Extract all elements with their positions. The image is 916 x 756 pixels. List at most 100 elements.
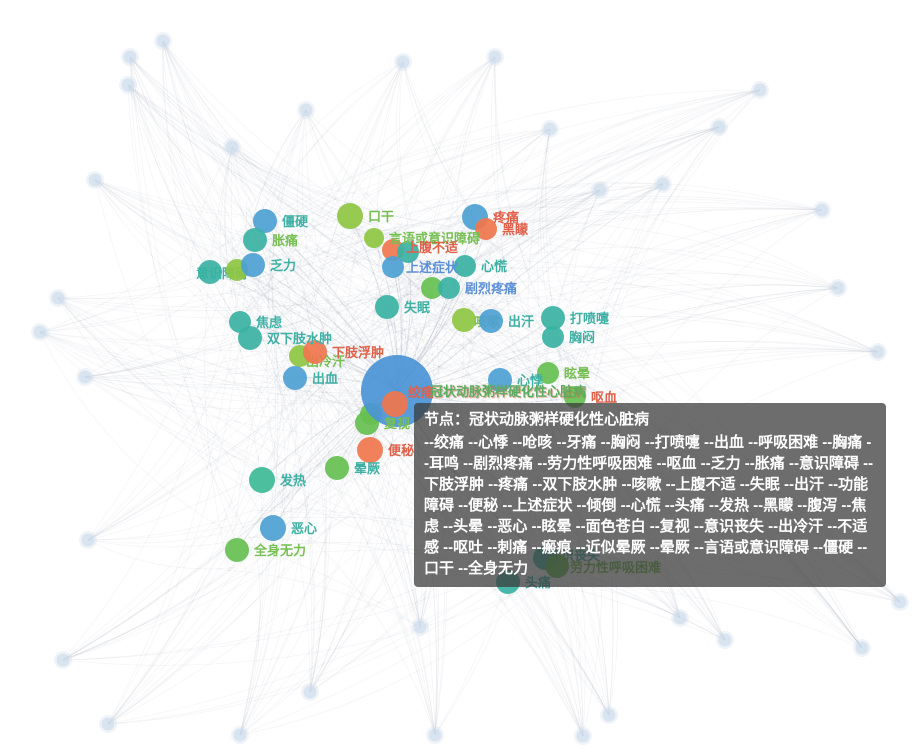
- graph-node[interactable]: [438, 277, 460, 299]
- graph-edge: [231, 146, 391, 271]
- faint-node[interactable]: [602, 708, 616, 722]
- graph-edge: [127, 84, 453, 228]
- graph-edge: [94, 179, 564, 340]
- faint-node[interactable]: [718, 633, 732, 647]
- graph-node[interactable]: [325, 456, 349, 480]
- graph-node[interactable]: [253, 209, 277, 233]
- faint-node[interactable]: [303, 685, 317, 699]
- faint-node[interactable]: [56, 653, 70, 667]
- node-label: 失眠: [404, 300, 430, 315]
- graph-node[interactable]: [475, 218, 497, 240]
- graph-edge: [107, 560, 534, 725]
- graph-node[interactable]: [452, 308, 476, 332]
- graph-node[interactable]: [375, 295, 399, 319]
- graph-node[interactable]: [283, 366, 307, 390]
- graph-edge: [127, 84, 301, 352]
- graph-node[interactable]: [496, 570, 520, 594]
- graph-edge: [414, 209, 823, 411]
- graph-edge: [39, 214, 258, 333]
- node-label: 剧烈疼痛: [465, 281, 517, 296]
- faint-node[interactable]: [576, 729, 590, 743]
- faint-node[interactable]: [871, 345, 885, 359]
- faint-node[interactable]: [88, 173, 102, 187]
- node-label: 胀痛: [272, 233, 298, 248]
- graph-edge: [396, 61, 419, 241]
- graph-edge: [339, 447, 436, 736]
- faint-node[interactable]: [893, 595, 907, 609]
- graph-edge: [231, 146, 349, 429]
- faint-node[interactable]: [101, 717, 115, 731]
- graph-node[interactable]: [238, 326, 262, 350]
- graph-node[interactable]: [454, 255, 476, 277]
- faint-node[interactable]: [543, 122, 557, 136]
- faint-node[interactable]: [855, 641, 869, 655]
- graph-edge: [94, 179, 258, 550]
- faint-node[interactable]: [81, 533, 95, 547]
- graph-edge: [87, 539, 236, 570]
- faint-node[interactable]: [753, 83, 767, 97]
- graph-node[interactable]: [537, 362, 559, 384]
- graph-node[interactable]: [364, 228, 384, 248]
- graph-node[interactable]: [488, 368, 512, 392]
- node-label: 黑矇: [502, 222, 528, 237]
- graph-edge: [94, 179, 375, 399]
- graph-edge: [239, 547, 261, 736]
- faint-node[interactable]: [428, 728, 442, 742]
- graph-edge: [57, 263, 466, 312]
- graph-node[interactable]: [382, 256, 404, 278]
- graph-node[interactable]: [241, 253, 265, 277]
- graph-node[interactable]: [260, 515, 286, 541]
- faint-node[interactable]: [225, 140, 239, 154]
- graph-node[interactable]: [541, 306, 565, 330]
- graph-node[interactable]: [225, 538, 249, 562]
- graph-edge: [57, 297, 268, 464]
- node-label: 僵硬: [282, 214, 309, 229]
- graph-node[interactable]: [421, 277, 443, 299]
- graph-node[interactable]: [243, 228, 267, 252]
- graph-node[interactable]: [198, 260, 222, 284]
- graph-node[interactable]: [357, 437, 383, 463]
- faint-node[interactable]: [712, 120, 726, 134]
- graph-edge: [545, 128, 569, 394]
- faint-node[interactable]: [51, 291, 65, 305]
- faint-node[interactable]: [673, 611, 687, 625]
- graph-edge: [39, 225, 407, 333]
- graph-edge: [247, 201, 823, 265]
- faint-node[interactable]: [156, 34, 170, 48]
- graph-node[interactable]: [337, 203, 363, 229]
- graph-edge: [404, 294, 879, 353]
- faint-node[interactable]: [123, 50, 137, 64]
- graph-edge: [127, 84, 358, 484]
- graph-edge: [259, 198, 823, 268]
- node-label: 复视: [383, 416, 410, 431]
- faint-node[interactable]: [299, 103, 313, 117]
- graph-edge: [277, 56, 496, 531]
- faint-node[interactable]: [78, 370, 92, 384]
- graph-edge: [248, 303, 314, 693]
- graph-edge: [231, 146, 373, 195]
- faint-node[interactable]: [33, 325, 47, 339]
- graph-node[interactable]: [382, 391, 408, 417]
- graph-edge: [305, 109, 472, 275]
- graph-node[interactable]: [542, 326, 564, 348]
- faint-node[interactable]: [413, 620, 427, 634]
- graph-edge: [471, 247, 839, 289]
- graph-node[interactable]: [249, 467, 275, 493]
- graph-edge: [445, 89, 761, 290]
- faint-node[interactable]: [815, 203, 829, 217]
- graph-edge: [480, 183, 664, 313]
- graph-node[interactable]: [397, 241, 419, 263]
- faint-node[interactable]: [488, 50, 502, 64]
- node-label: 眩晕: [564, 366, 590, 381]
- faint-node[interactable]: [593, 183, 607, 197]
- faint-node[interactable]: [121, 78, 135, 92]
- faint-node[interactable]: [233, 728, 247, 742]
- faint-node[interactable]: [656, 177, 670, 191]
- graph-node[interactable]: [479, 309, 503, 333]
- faint-node[interactable]: [831, 281, 845, 295]
- graph-node[interactable]: [303, 340, 327, 364]
- node-label: 下肢浮肿: [332, 345, 384, 360]
- faint-node[interactable]: [396, 55, 410, 69]
- graph-node[interactable]: [564, 386, 586, 408]
